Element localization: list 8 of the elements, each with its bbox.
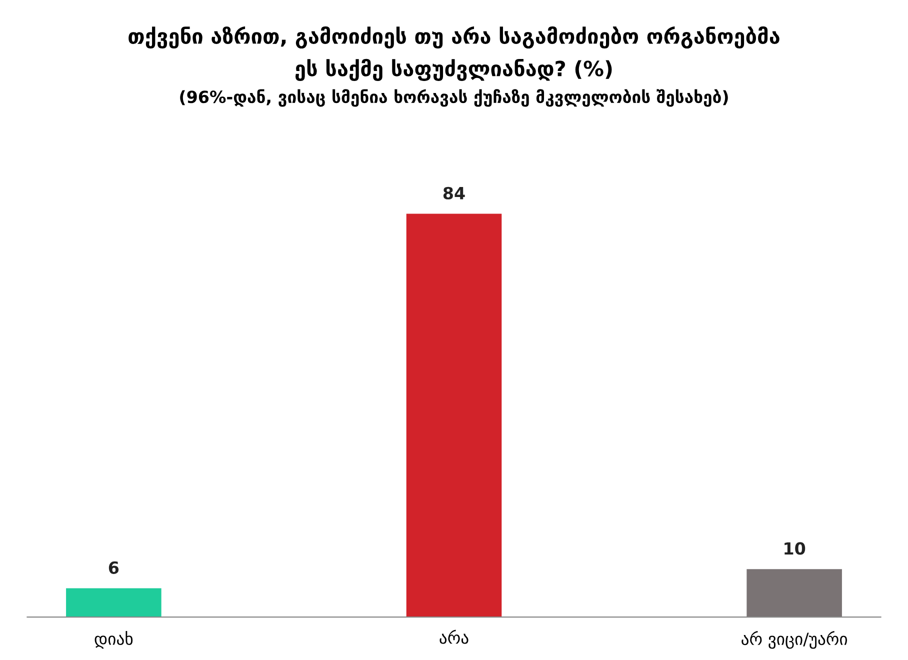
x-tick-label: არა [440, 630, 468, 644]
data-label: 10 [784, 542, 806, 555]
x-tick-label: დიახ [94, 630, 133, 649]
x-tick-label: არ ვიცი/უარი [742, 630, 848, 649]
data-label: 84 [443, 186, 465, 200]
chart-subtitle: (96%-დან, ვისაც სმენია ხორავას ქუჩაზე მკვლელობის შესახებ) [180, 89, 728, 107]
data-label: 6 [108, 561, 119, 574]
chart-title: თქვენი აზრით, გამოიძიეს თუ არა საგამოძიებო ორგანოებმა ეს საქმე საფუძვლიანად? (%) [128, 26, 780, 81]
